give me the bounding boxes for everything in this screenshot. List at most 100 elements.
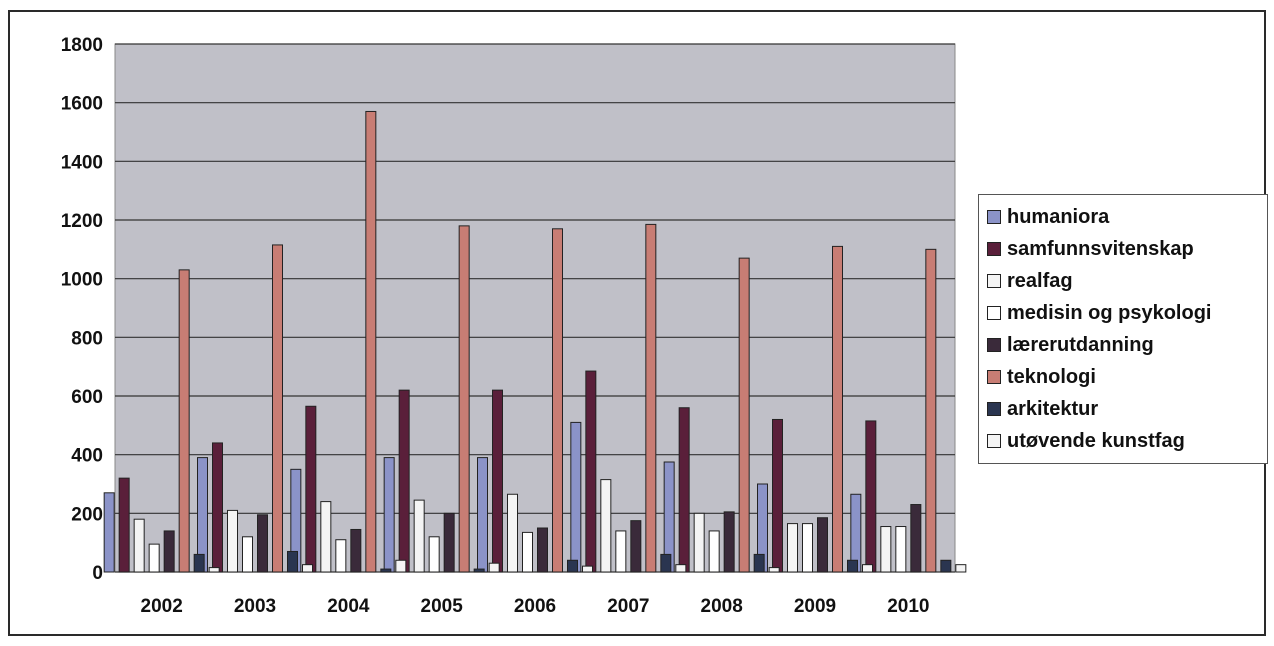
bar-samfunnsvitenskap-2008	[678, 407, 690, 573]
y-tick-label: 400	[71, 446, 103, 467]
x-tick-label: 2004	[327, 596, 370, 617]
y-tick-label: 1800	[61, 35, 103, 56]
legend-swatch	[987, 434, 1001, 448]
plot-area	[114, 43, 956, 573]
bar-medisin-og-psykologi-2010	[895, 526, 907, 573]
bar-realfag-2007	[600, 479, 612, 573]
bar-samfunnsvitenskap-2010	[865, 420, 877, 573]
bar-lærerutdanning-2005	[443, 512, 455, 573]
legend-swatch	[987, 306, 1001, 320]
bar-medisin-og-psykologi-2004	[335, 539, 347, 573]
bar-arkitektur-2008	[753, 553, 765, 573]
bar-medisin-og-psykologi-2008	[708, 530, 720, 573]
legend-label: realfag	[1007, 269, 1073, 292]
bar-samfunnsvitenskap-2003	[212, 442, 223, 573]
x-tick-label: 2009	[794, 596, 836, 617]
x-tick-label: 2010	[887, 596, 929, 617]
bar-humaniora-2006	[477, 457, 488, 573]
plot-background	[114, 43, 956, 573]
bar-humaniora-2005	[383, 457, 395, 573]
bar-medisin-og-psykologi-2005	[428, 536, 440, 573]
bar-samfunnsvitenskap-2002	[118, 477, 130, 573]
bar-lærerutdanning-2007	[630, 520, 642, 573]
y-tick-label: 1600	[61, 94, 103, 115]
legend-swatch	[987, 338, 1001, 352]
bar-humaniora-2002	[103, 492, 115, 573]
bar-lærerutdanning-2004	[350, 528, 362, 573]
y-tick-label: 1000	[61, 270, 103, 291]
y-tick-labels: 0 200 400 600 800 1000 1200 1400 1600 1800	[61, 35, 103, 584]
bar-realfag-2006	[507, 493, 518, 573]
x-tick-label: 2002	[141, 596, 183, 617]
bar-realfag-2003	[227, 509, 238, 573]
bar-teknologi-2005	[458, 225, 470, 573]
bar-lærerutdanning-2006	[537, 527, 548, 573]
y-tick-label: 600	[71, 387, 103, 408]
bar-realfag-2002	[133, 518, 145, 573]
legend-item: samfunnsvitenskap	[987, 233, 1259, 265]
legend-label: teknologi	[1007, 365, 1096, 388]
bar-utøvende-kunstfag-2005	[488, 562, 500, 573]
bar-medisin-og-psykologi-2007	[615, 530, 627, 573]
bar-utøvende-kunstfag-2008	[768, 567, 780, 573]
legend-swatch	[987, 402, 1001, 416]
legend-item: realfag	[987, 265, 1259, 297]
legend-label: humaniora	[1007, 205, 1110, 228]
bar-utøvende-kunstfag-2006	[582, 565, 593, 573]
bar-teknologi-2003	[272, 244, 283, 573]
bar-arkitektur-2010	[940, 559, 952, 573]
x-tick-label: 2005	[421, 596, 464, 617]
bar-medisin-og-psykologi-2003	[242, 536, 253, 573]
y-tick-label: 1400	[61, 152, 103, 173]
bar-teknologi-2008	[738, 257, 750, 573]
bar-utøvende-kunstfag-2009	[862, 564, 873, 573]
bar-samfunnsvitenskap-2006	[492, 389, 503, 573]
bar-arkitektur-2003	[287, 550, 298, 573]
bar-realfag-2009	[787, 523, 798, 573]
bar-lærerutdanning-2003	[257, 514, 268, 573]
legend-item: utøvende kunstfag	[987, 425, 1259, 457]
y-tick-label: 800	[71, 328, 103, 349]
bar-teknologi-2002	[178, 269, 190, 573]
bar-medisin-og-psykologi-2009	[802, 523, 813, 573]
bar-arkitektur-2004	[380, 568, 392, 573]
bar-realfag-2004	[320, 501, 332, 573]
legend-item: arkitektur	[987, 393, 1259, 425]
legend: humaniora samfunnsvitenskap realfag medisin…	[978, 194, 1268, 464]
legend-label: arkitektur	[1007, 397, 1099, 420]
legend-swatch	[987, 370, 1001, 384]
x-tick-label: 2006	[514, 596, 556, 617]
y-tick-label: 0	[92, 563, 103, 584]
bar-samfunnsvitenskap-2007	[585, 370, 597, 573]
chart-frame: 0 200 400 600 800 1000 1200 1400 1600 1800 2002 20…	[8, 10, 1268, 636]
legend-swatch	[987, 274, 1001, 288]
bar-medisin-og-psykologi-2002	[148, 543, 160, 573]
bar-lærerutdanning-2008	[723, 511, 735, 573]
bar-teknologi-2009	[832, 245, 843, 573]
bar-teknologi-2004	[365, 110, 377, 573]
bar-arkitektur-2002	[193, 553, 205, 573]
bar-arkitektur-2009	[847, 559, 858, 573]
legend-swatch	[987, 242, 1001, 256]
x-tick-labels: 2002 2003 2004 2005 2006 2007 2008 2009 2010	[141, 596, 930, 617]
bar-arkitektur-2007	[660, 553, 672, 573]
bar-chart: 0 200 400 600 800 1000 1200 1400 1600 1800 2002 20…	[61, 35, 967, 617]
legend-item: lærerutdanning	[987, 329, 1259, 361]
bar-utøvende-kunstfag-2003	[302, 564, 313, 573]
bar-teknologi-2006	[552, 228, 563, 573]
y-tick-label: 200	[71, 504, 103, 525]
bar-arkitektur-2005	[473, 568, 485, 573]
bar-lærerutdanning-2002	[163, 530, 175, 573]
legend-label: samfunnsvitenskap	[1007, 237, 1194, 260]
bar-arkitektur-2006	[567, 559, 578, 573]
y-tick-label: 1200	[61, 211, 103, 232]
legend-label: medisin og psykologi	[1007, 301, 1212, 324]
bar-teknologi-2010	[925, 248, 937, 573]
bar-realfag-2005	[413, 499, 425, 573]
bar-samfunnsvitenskap-2009	[772, 418, 783, 573]
bar-teknologi-2007	[645, 223, 657, 573]
bars-layer	[103, 110, 967, 573]
legend-label: utøvende kunstfag	[1007, 429, 1185, 452]
bar-utøvende-kunstfag-2007	[675, 564, 687, 573]
bar-lærerutdanning-2009	[817, 517, 828, 573]
